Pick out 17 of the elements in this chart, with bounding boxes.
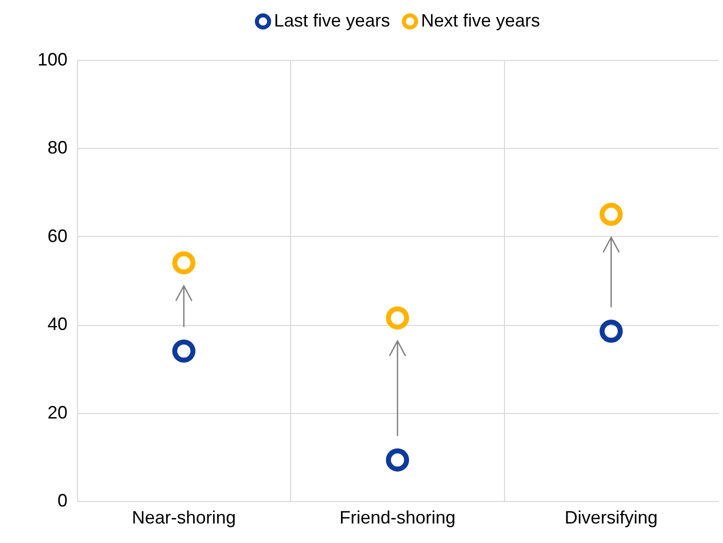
y-tick-label: 20 (47, 402, 68, 422)
point (600, 202, 623, 226)
y-tick-label: 100 (37, 50, 68, 70)
x-tick-label: Friend-shoring (339, 508, 456, 528)
y-tick-label: 40 (47, 314, 68, 334)
y-tick-label: 80 (47, 138, 68, 158)
point (386, 448, 410, 472)
point (172, 339, 196, 363)
x-tick-label: Near-shoring (132, 508, 236, 528)
point (386, 306, 410, 330)
y-tick-label: 0 (57, 490, 68, 510)
x-tick-label: Diversifying (564, 508, 658, 528)
legend-label: Last five years (274, 10, 390, 30)
y-tick-label: 60 (47, 226, 68, 246)
legend-label: Next five years (421, 10, 540, 30)
point (172, 251, 196, 274)
point (600, 320, 623, 343)
